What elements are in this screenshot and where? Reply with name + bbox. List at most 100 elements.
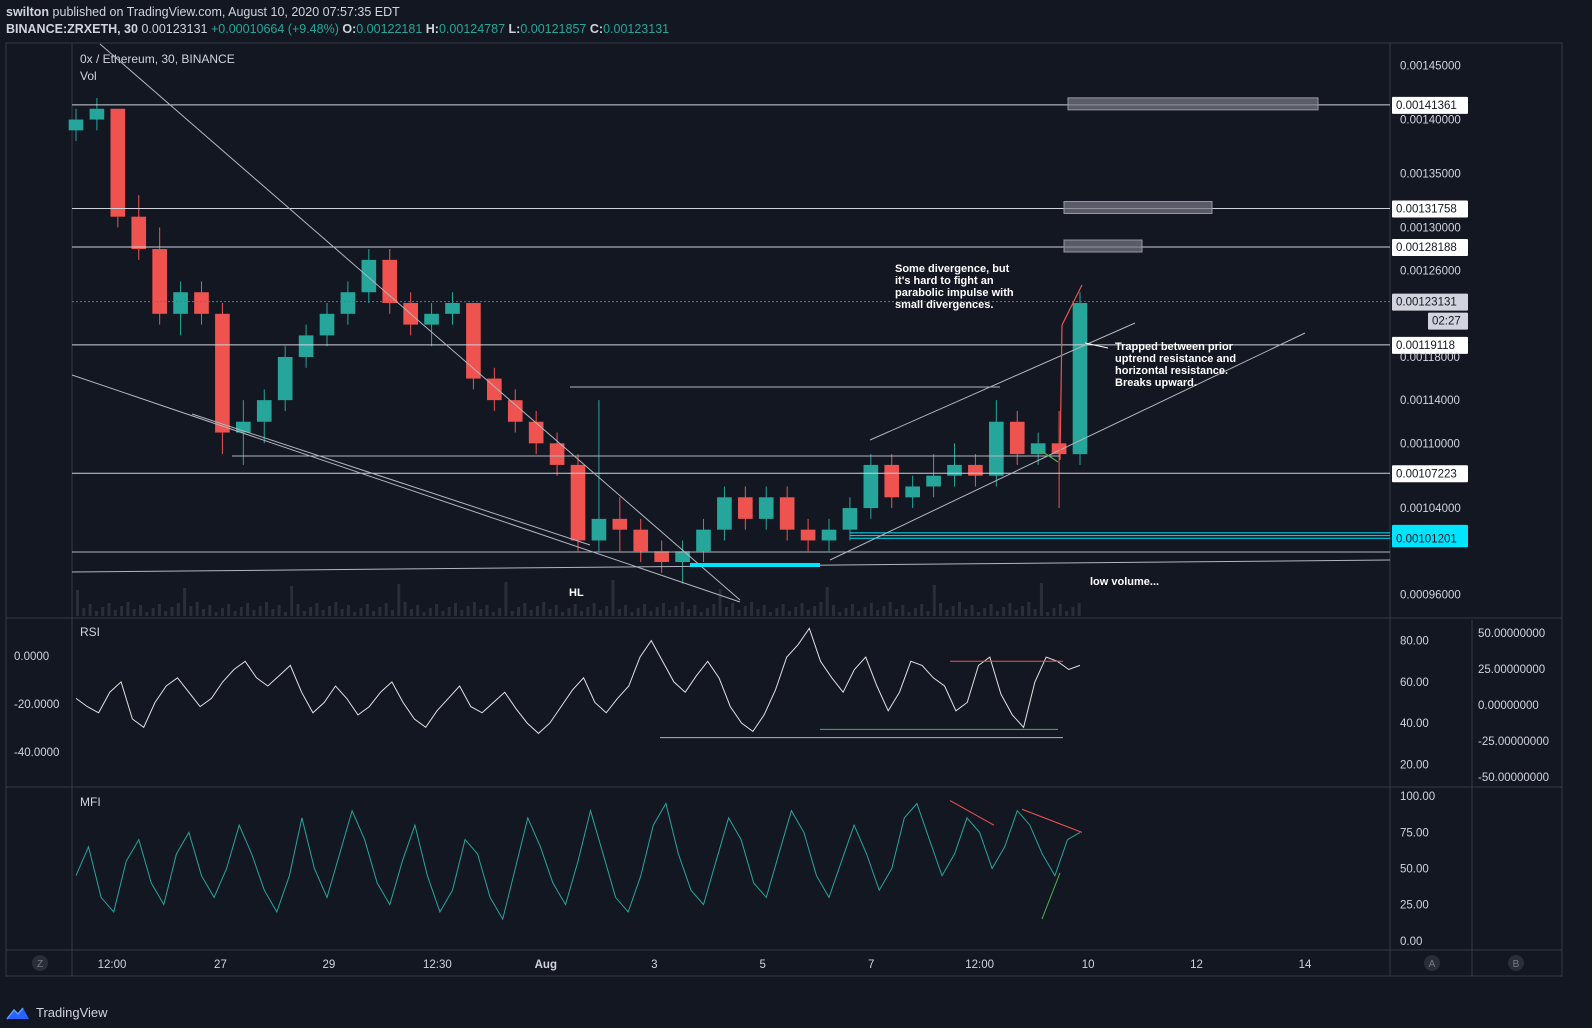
candle-body bbox=[256, 400, 272, 422]
price-label-box bbox=[1392, 293, 1468, 311]
volume-bar bbox=[769, 612, 772, 616]
volume-bar bbox=[598, 610, 602, 616]
volume-bar bbox=[580, 611, 583, 616]
time-tick-label: 29 bbox=[323, 959, 336, 971]
mfi-label: MFI bbox=[80, 795, 101, 809]
close-value: 0.00123131 bbox=[603, 22, 670, 36]
volume-bar bbox=[945, 610, 949, 616]
tradingview-footer[interactable]: TradingView bbox=[6, 1005, 108, 1020]
volume-bar bbox=[913, 608, 917, 616]
candle-body bbox=[947, 464, 962, 476]
price-tick-label: 0.00135000 bbox=[1400, 169, 1461, 181]
volume-bar bbox=[806, 610, 810, 616]
axis-button[interactable] bbox=[32, 955, 48, 971]
candle-body bbox=[926, 475, 941, 487]
volume-bar bbox=[1046, 612, 1050, 616]
price-label-box bbox=[1392, 530, 1468, 548]
candle-body bbox=[173, 292, 188, 314]
price-tick-label: 0.00145000 bbox=[1400, 61, 1461, 73]
price-label-text: 0.00131758 bbox=[1396, 203, 1457, 215]
axis-button[interactable] bbox=[1424, 955, 1440, 971]
time-tick-label: 27 bbox=[214, 959, 227, 971]
author-name[interactable]: swilton bbox=[6, 5, 50, 19]
divergence-line-green bbox=[1039, 449, 1059, 463]
volume-bar bbox=[189, 606, 193, 616]
open-value: 0.00122181 bbox=[356, 22, 423, 36]
volume-bar bbox=[535, 606, 539, 616]
volume-bar bbox=[1058, 604, 1062, 616]
volume-bar bbox=[756, 609, 760, 616]
open-label: O: bbox=[342, 22, 357, 36]
volume-bar bbox=[283, 612, 287, 616]
candle-body bbox=[1051, 443, 1067, 455]
axis-button-label: B bbox=[1513, 959, 1520, 970]
volume-bar bbox=[680, 602, 684, 616]
volume-bar bbox=[617, 609, 621, 616]
rsi-right-tick-label: 50.00000000 bbox=[1478, 628, 1545, 640]
time-tick-label: 7 bbox=[868, 959, 874, 971]
time-tick-label: 12 bbox=[1190, 959, 1203, 971]
volume-bar bbox=[139, 605, 142, 616]
volume-bar bbox=[328, 606, 331, 616]
trendline bbox=[99, 43, 741, 601]
volume-bar bbox=[567, 608, 571, 616]
volume-bar bbox=[397, 584, 401, 616]
candle-body bbox=[152, 249, 167, 314]
rsi-tick-label: 20.00 bbox=[1400, 759, 1429, 771]
candle-body bbox=[633, 529, 649, 552]
candle-body bbox=[800, 529, 816, 541]
volume-bar bbox=[529, 610, 533, 616]
volume-bar bbox=[214, 612, 218, 616]
candle-body bbox=[863, 464, 879, 509]
price-label-text: 0.00141361 bbox=[1396, 100, 1457, 112]
volume-bar bbox=[863, 607, 867, 616]
volume-bar bbox=[1033, 609, 1037, 616]
volume-bar bbox=[926, 611, 930, 616]
volume-bar bbox=[208, 605, 212, 616]
price-tick-label: 0.00130000 bbox=[1400, 222, 1461, 234]
axis-button-label: A bbox=[1429, 959, 1436, 970]
volume-bar bbox=[750, 602, 754, 616]
price-tick-label: 0.00126000 bbox=[1400, 266, 1461, 278]
rsi-left-tick-label: 0.0000 bbox=[14, 651, 49, 663]
candle-body bbox=[591, 518, 607, 541]
volume-bar bbox=[485, 605, 489, 616]
volume-bar bbox=[857, 611, 861, 616]
volume-bar bbox=[290, 586, 294, 616]
volume-bar bbox=[976, 612, 980, 616]
volume-bar bbox=[101, 607, 105, 616]
volume-bar bbox=[542, 602, 546, 616]
volume-bar bbox=[88, 604, 92, 616]
candle-body bbox=[277, 356, 293, 401]
candle-body bbox=[675, 551, 690, 563]
divergence-line-red bbox=[1059, 324, 1063, 461]
time-tick-label: 14 bbox=[1299, 959, 1312, 971]
mfi-divergence-green bbox=[1041, 872, 1061, 920]
axis-button-label: Z bbox=[37, 959, 43, 970]
volume-bar bbox=[435, 604, 439, 616]
price-label-box bbox=[1392, 465, 1468, 483]
mfi-divergence-red bbox=[1021, 808, 1083, 833]
price-tick-label: 0.00114000 bbox=[1400, 395, 1460, 407]
volume-bar bbox=[1052, 608, 1056, 616]
volume-bar bbox=[1027, 602, 1031, 616]
candle-body bbox=[89, 108, 105, 120]
support-zone-cyan bbox=[690, 563, 820, 567]
axis-button[interactable] bbox=[1508, 955, 1524, 971]
volume-bar bbox=[113, 610, 117, 616]
volume-bar bbox=[271, 609, 275, 616]
volume-bar bbox=[359, 608, 363, 616]
candle-body bbox=[215, 313, 230, 433]
volume-bar bbox=[428, 608, 432, 616]
volume-bar bbox=[422, 612, 426, 616]
volume-bar bbox=[346, 605, 350, 616]
price-label-text: 0.00128188 bbox=[1396, 242, 1457, 254]
volume-bar bbox=[233, 611, 237, 616]
low-label: L: bbox=[508, 22, 521, 36]
time-tick-label: Aug bbox=[535, 959, 557, 971]
volume-bar bbox=[687, 609, 691, 616]
annotation-trapped: Trapped between prior uptrend resistance … bbox=[1115, 341, 1236, 389]
mfi-tick-label: 100.00 bbox=[1400, 791, 1435, 803]
volume-bar bbox=[107, 603, 111, 616]
